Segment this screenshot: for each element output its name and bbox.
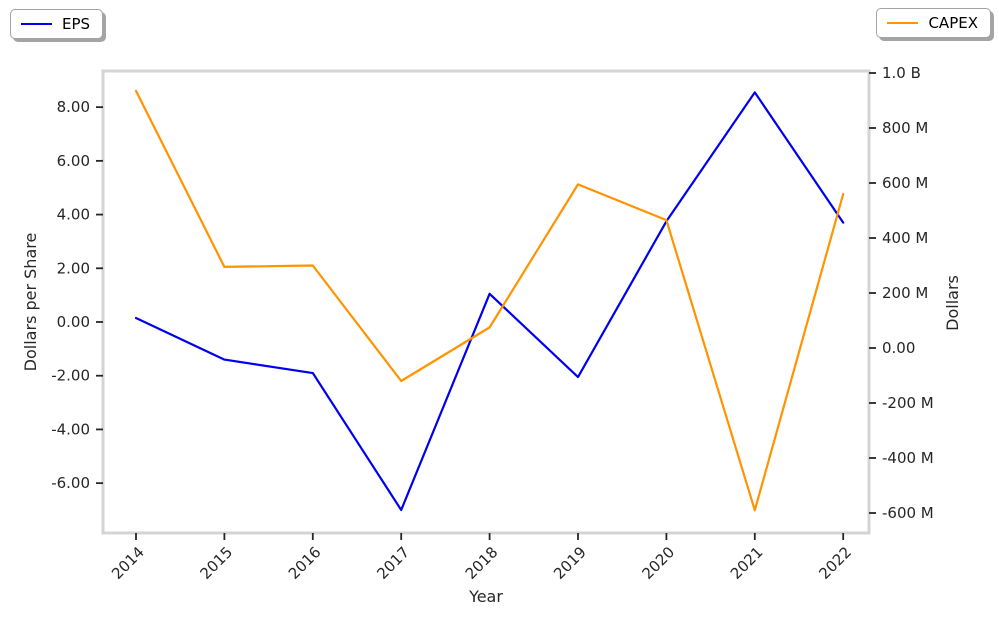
right-axis-tick-label: 600 M: [882, 174, 928, 192]
legend-eps-label: EPS: [62, 14, 91, 33]
eps-line-sample: [21, 22, 52, 26]
chart-area: 8.00 6.00 4.00 2.00 0.00 -2.00 -4.00 -6.00 1.0 B…: [51, 64, 934, 583]
left-axis-tick-label: 6.00: [57, 152, 90, 170]
left-axis-tick-label: -2.00: [51, 367, 90, 385]
left-axis-title: Dollars per Share: [21, 233, 40, 372]
right-axis-tick-label: 200 M: [882, 284, 928, 302]
x-axis-tick-label: 2020: [638, 543, 678, 583]
left-axis-tick-label: -6.00: [51, 474, 90, 492]
left-axis-tick-label: 2.00: [57, 259, 90, 277]
right-axis-tick-label: 800 M: [882, 119, 928, 137]
legend-eps: EPS: [10, 9, 104, 39]
series-capex-line: [134, 89, 845, 512]
x-axis-tick-label: 2017: [373, 543, 413, 583]
right-axis-tick-label: -400 M: [882, 449, 934, 467]
left-axis-tick-label: 0.00: [57, 313, 90, 331]
right-axis-tick-label: 0.00: [882, 339, 915, 357]
x-axis-tick-label: 2019: [550, 543, 590, 583]
capex-line-sample: [887, 21, 919, 25]
series-eps-line: [134, 91, 845, 512]
plot-border: [101, 69, 871, 535]
right-axis-tick-label: 400 M: [882, 229, 928, 247]
right-axis-tick-label: -600 M: [882, 504, 934, 522]
left-axis-tick-label: 4.00: [57, 206, 90, 224]
x-axis-tick-label: 2021: [727, 543, 767, 583]
x-axis-title: Year: [468, 587, 503, 606]
right-axis-title: Dollars: [943, 275, 962, 331]
legend-capex-label: CAPEX: [928, 13, 978, 32]
right-axis-tick-label: 1.0 B: [882, 64, 921, 82]
right-axis-tick-label: -200 M: [882, 394, 934, 412]
x-axis-tick-label: 2016: [285, 543, 325, 583]
left-axis-tick-label: 8.00: [57, 98, 90, 116]
x-axis-tick-label: 2022: [815, 543, 855, 583]
x-axis-tick-label: 2014: [108, 543, 148, 583]
legend-capex: CAPEX: [876, 8, 991, 38]
x-axis-tick-label: 2018: [462, 543, 502, 583]
x-axis-tick-label: 2015: [196, 543, 236, 583]
left-axis-tick-label: -4.00: [51, 420, 90, 438]
